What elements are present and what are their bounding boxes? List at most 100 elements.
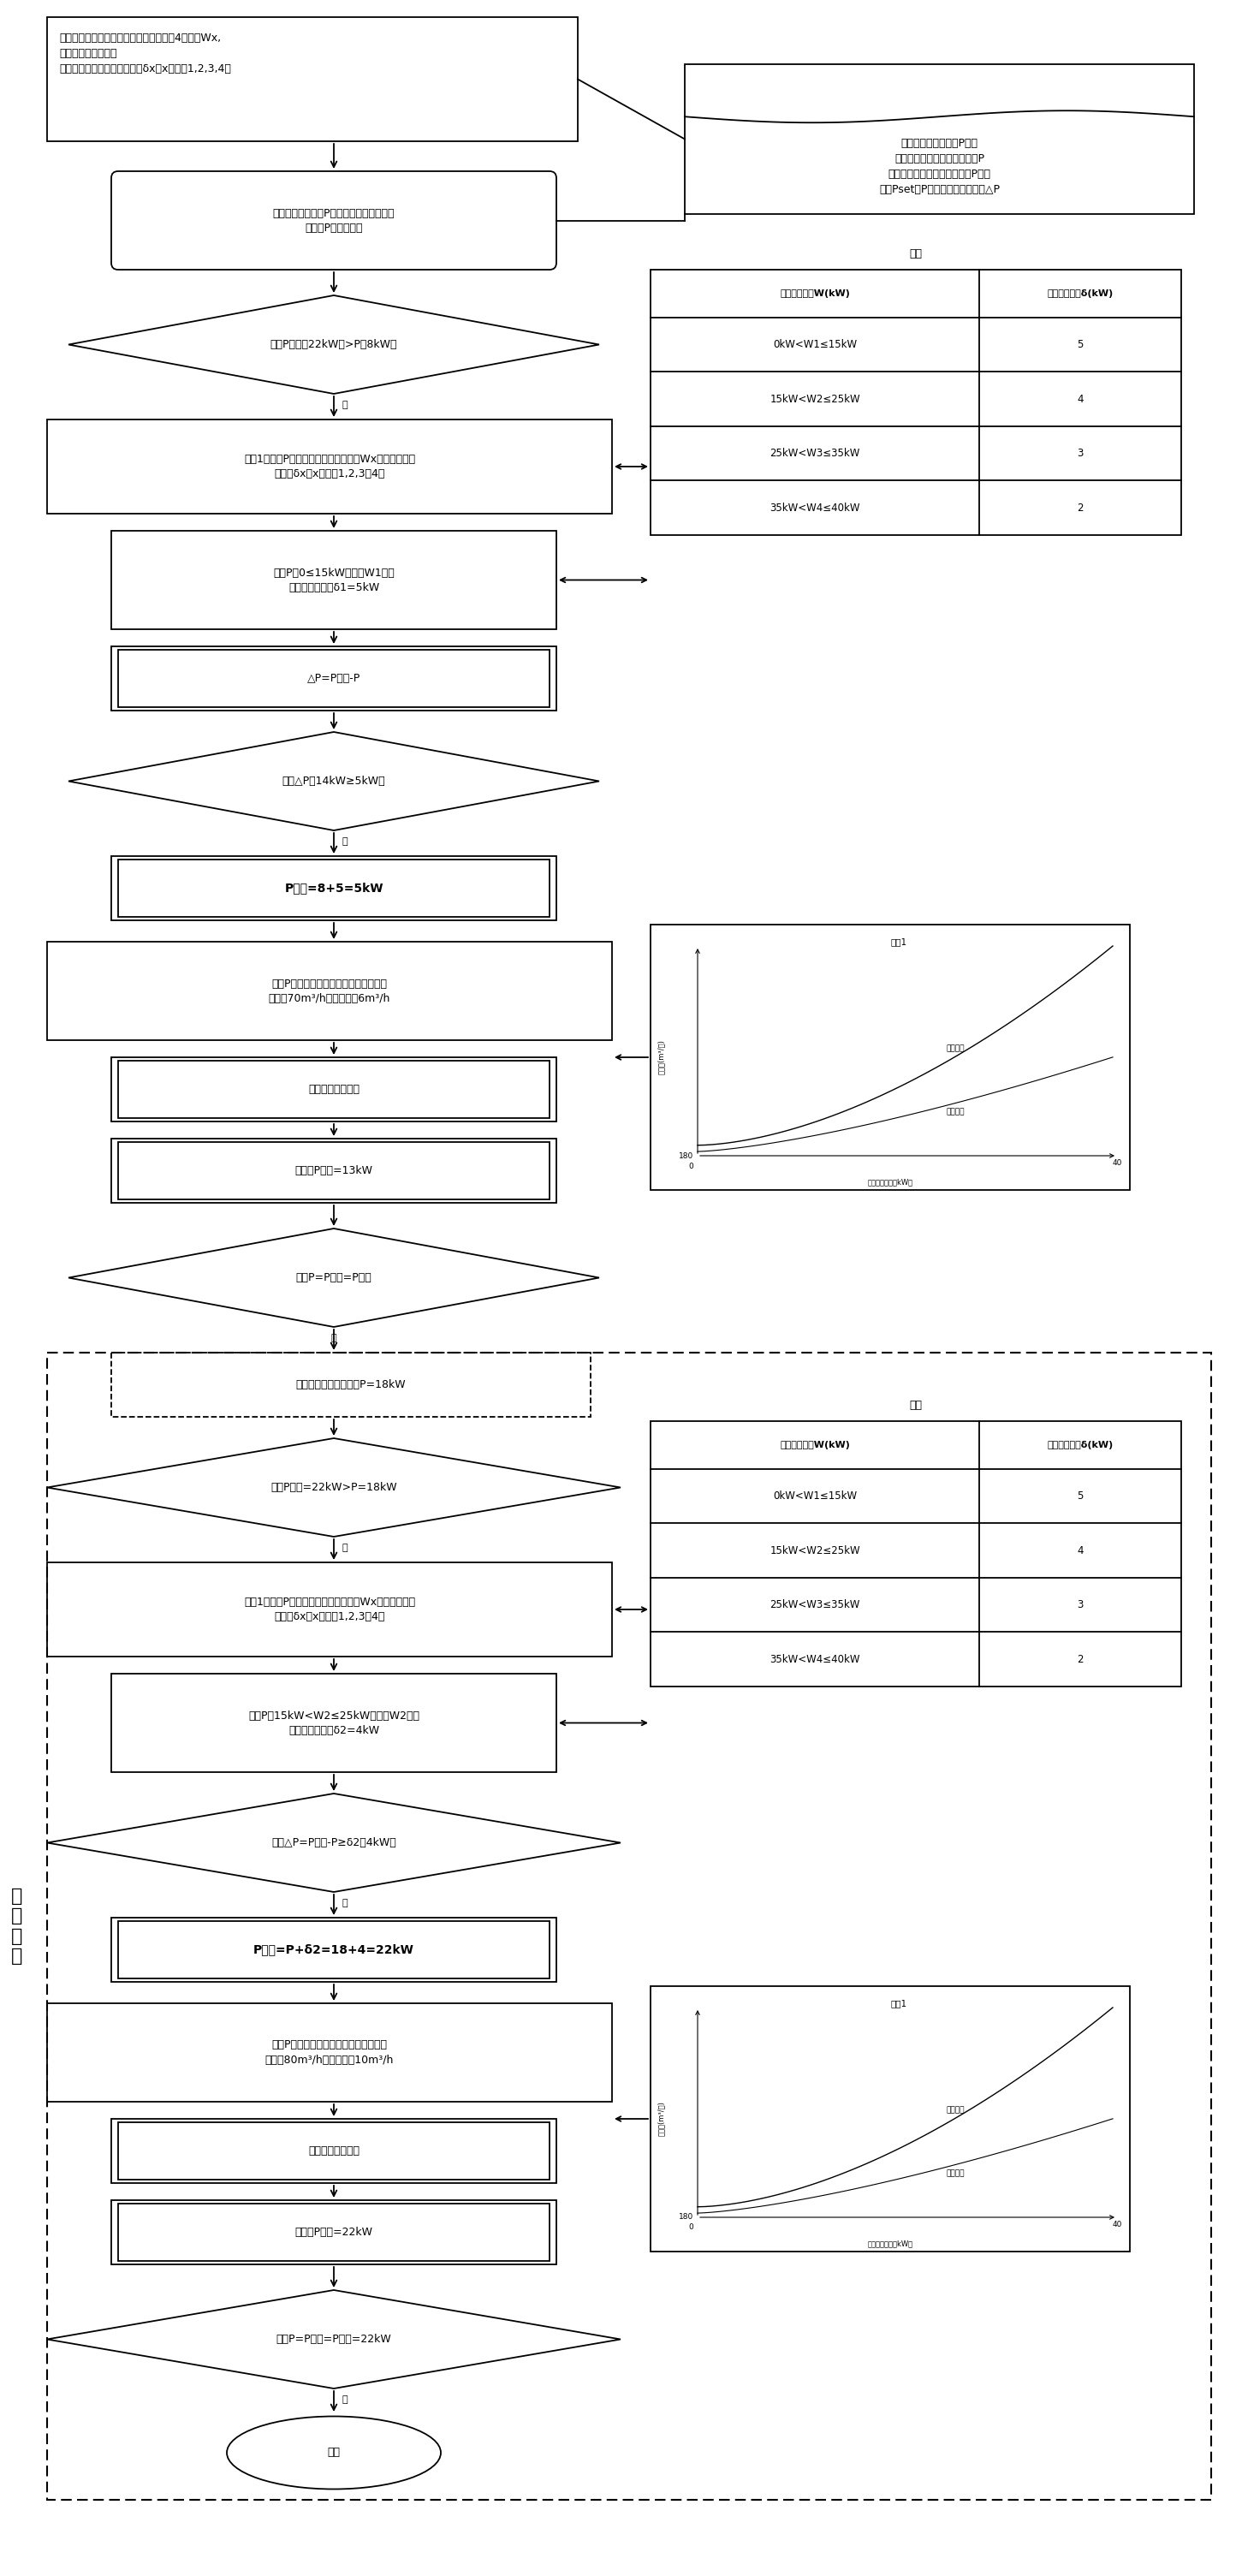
Text: 180: 180 (679, 2213, 693, 2221)
Bar (111, 1056, 556, 1121)
Bar (119, 2123, 550, 2179)
Polygon shape (47, 2290, 620, 2388)
Bar (119, 860, 550, 917)
Bar (119, 649, 550, 708)
Text: 空气流量: 空气流量 (947, 1046, 965, 1054)
Bar (650, 1422, 1182, 1687)
Text: △P=P整车-P: △P=P整车-P (308, 672, 361, 685)
Text: 返回调节完成信号: 返回调节完成信号 (308, 2146, 360, 2156)
Text: 5: 5 (1078, 340, 1084, 350)
Bar (650, 925, 1130, 1190)
Bar (111, 531, 556, 629)
Text: 当前P在0≤15kW区间（W1），
最大功率增量取δ1=5kW: 当前P在0≤15kW区间（W1）， 最大功率增量取δ1=5kW (273, 567, 394, 592)
Polygon shape (68, 732, 599, 829)
Text: 是否P=P允许=P整车: 是否P=P允许=P整车 (295, 1273, 372, 1283)
Text: 加载至P允许=22kW: 加载至P允许=22kW (295, 2226, 373, 2239)
Text: 是否P整车=22kW>P=18kW: 是否P整车=22kW>P=18kW (271, 1481, 397, 1494)
Text: 0: 0 (688, 2223, 693, 2231)
Polygon shape (47, 1437, 620, 1538)
Text: 把燃料电池发电系统输出功率范围划分为4个区间Wx,
区间取值依次增大。
设定每个区间加载最大增量为δx（x取值为1,2,3,4）: 把燃料电池发电系统输出功率范围划分为4个区间Wx, 区间取值依次增大。 设定每个… (59, 33, 231, 75)
Text: 否: 否 (331, 1334, 336, 1342)
Text: 5: 5 (1078, 1492, 1084, 1502)
Text: P允许=P+δ2=18+4=22kW: P允许=P+δ2=18+4=22kW (253, 1945, 414, 1955)
Bar (119, 1922, 550, 1978)
Text: 查表1，确定P所属的输出功率区间范围Wx和最大加载功
率增量δx（x取值为1,2,3，4）: 查表1，确定P所属的输出功率区间范围Wx和最大加载功 率增量δx（x取值为1,2… (243, 453, 415, 479)
Text: 输出功率范围W(kW): 输出功率范围W(kW) (780, 289, 850, 299)
Text: 40: 40 (1112, 2221, 1122, 2228)
Text: 输出功率范围W(kW): 输出功率范围W(kW) (780, 1440, 850, 1450)
Bar (111, 1674, 556, 1772)
Text: 查表1，确定P所属的输出功率区间范围Wx和最大加载功
率增量δx（x取值为1,2,3，4）: 查表1，确定P所属的输出功率区间范围Wx和最大加载功 率增量δx（x取值为1,2… (243, 1597, 415, 1623)
Text: 根据P允许查曲线计算并给定燃料电池空
气流量80m³/h，氢气流量10m³/h: 根据P允许查曲线计算并给定燃料电池空 气流量80m³/h，氢气流量10m³/h (266, 2040, 394, 2066)
Text: 2: 2 (1078, 1654, 1084, 1664)
Text: 加载最大增量δ(kW): 加载最大增量δ(kW) (1047, 289, 1114, 299)
Text: 加载最大增量δ(kW): 加载最大增量δ(kW) (1047, 1440, 1114, 1450)
Text: 重复上述步骤循环加载P=18kW: 重复上述步骤循环加载P=18kW (295, 1378, 405, 1391)
FancyBboxPatch shape (111, 170, 556, 270)
Text: 4: 4 (1078, 1546, 1084, 1556)
Text: 0kW<W1≤15kW: 0kW<W1≤15kW (772, 340, 857, 350)
Bar (111, 2200, 556, 2264)
Bar (47, 18, 577, 142)
Bar (111, 1352, 591, 1417)
Text: 结束: 结束 (328, 2447, 340, 2458)
Bar (119, 1061, 550, 1118)
Text: 25kW<W3≤35kW: 25kW<W3≤35kW (770, 448, 860, 459)
Text: 3: 3 (1078, 448, 1084, 459)
Text: 是否P整车（22kW）>P（8kW）: 是否P整车（22kW）>P（8kW） (271, 340, 398, 350)
Bar (111, 1139, 556, 1203)
Text: 返回调节完成信号: 返回调节完成信号 (308, 1084, 360, 1095)
Text: 氢气流量: 氢气流量 (947, 1108, 965, 1115)
Bar (47, 420, 612, 513)
Text: 曲线1: 曲线1 (891, 1999, 907, 2007)
Text: 根据P允许查曲线计算并给定燃料电池空
气流量70m³/h，氢气流量6m³/h: 根据P允许查曲线计算并给定燃料电池空 气流量70m³/h，氢气流量6m³/h (268, 979, 391, 1005)
Text: 燃料电池功率（kW）: 燃料电池功率（kW） (868, 2239, 913, 2246)
Bar (111, 2120, 556, 2182)
Text: 根据整车需求功率P整车和当前燃料电池输
出功率P数值，开始: 根据整车需求功率P整车和当前燃料电池输 出功率P数值，开始 (273, 209, 394, 234)
Bar (650, 270, 1182, 536)
Text: 是: 是 (342, 402, 349, 410)
Bar (111, 1917, 556, 1981)
Text: 曲线1: 曲线1 (891, 938, 907, 945)
Text: 15kW<W2≤25kW: 15kW<W2≤25kW (770, 394, 860, 404)
Text: 循
环
加
载: 循 环 加 载 (11, 1888, 22, 1965)
Text: 35kW<W4≤40kW: 35kW<W4≤40kW (770, 1654, 860, 1664)
Text: 是: 是 (342, 1899, 349, 1906)
Polygon shape (68, 296, 599, 394)
Text: 是否△P（14kW≥5kW）: 是否△P（14kW≥5kW） (282, 775, 386, 786)
Text: P允许=8+5=5kW: P允许=8+5=5kW (284, 881, 383, 894)
Text: 空气流量: 空气流量 (947, 2107, 965, 2115)
Bar (119, 1141, 550, 1200)
Text: 40: 40 (1112, 1159, 1122, 1167)
Text: 0: 0 (688, 1162, 693, 1170)
Text: 表一: 表一 (910, 1399, 922, 1412)
Polygon shape (68, 1229, 599, 1327)
Text: 180: 180 (679, 1151, 693, 1159)
Polygon shape (47, 1793, 620, 1891)
Text: 是: 是 (342, 837, 349, 845)
Text: 15kW<W2≤25kW: 15kW<W2≤25kW (770, 1546, 860, 1556)
Text: 0kW<W1≤15kW: 0kW<W1≤15kW (772, 1492, 857, 1502)
Bar (47, 2004, 612, 2102)
Bar (119, 2202, 550, 2262)
Text: 是否△P=P整车-P≥δ2（4kW）: 是否△P=P整车-P≥δ2（4kW） (272, 1837, 397, 1850)
Text: 燃料电池功率（kW）: 燃料电池功率（kW） (868, 1177, 913, 1185)
Bar (111, 855, 556, 920)
Text: 气流量(m³/分): 气流量(m³/分) (658, 1041, 665, 1074)
Bar (47, 943, 612, 1041)
Text: 35kW<W4≤40kW: 35kW<W4≤40kW (770, 502, 860, 513)
Text: 是: 是 (342, 2396, 349, 2403)
Text: 设定整车需求功率为P整车
设定当前燃料电池输出功率为P
设定允许燃料电池加载功率为P允许
设定Pset与P的差值即需求增量为△P: 设定整车需求功率为P整车 设定当前燃料电池输出功率为P 设定允许燃料电池加载功率… (879, 137, 1000, 196)
Text: 表一: 表一 (910, 247, 922, 260)
Text: 3: 3 (1078, 1600, 1084, 1610)
Ellipse shape (227, 2416, 441, 2488)
Text: 当前P在15kW<W2≤25kW区间（W2），
最大功率增量取δ2=4kW: 当前P在15kW<W2≤25kW区间（W2）， 最大功率增量取δ2=4kW (248, 1710, 419, 1736)
Bar (685, 64, 1194, 214)
Text: 2: 2 (1078, 502, 1084, 513)
Bar (111, 647, 556, 711)
Text: 是: 是 (342, 1543, 349, 1553)
Text: 是否P=P允许=P整车=22kW: 是否P=P允许=P整车=22kW (276, 2334, 392, 2344)
Bar (47, 1564, 612, 1656)
Text: 25kW<W3≤35kW: 25kW<W3≤35kW (770, 1600, 860, 1610)
Text: 气流量(m³/分): 气流量(m³/分) (658, 2102, 665, 2136)
